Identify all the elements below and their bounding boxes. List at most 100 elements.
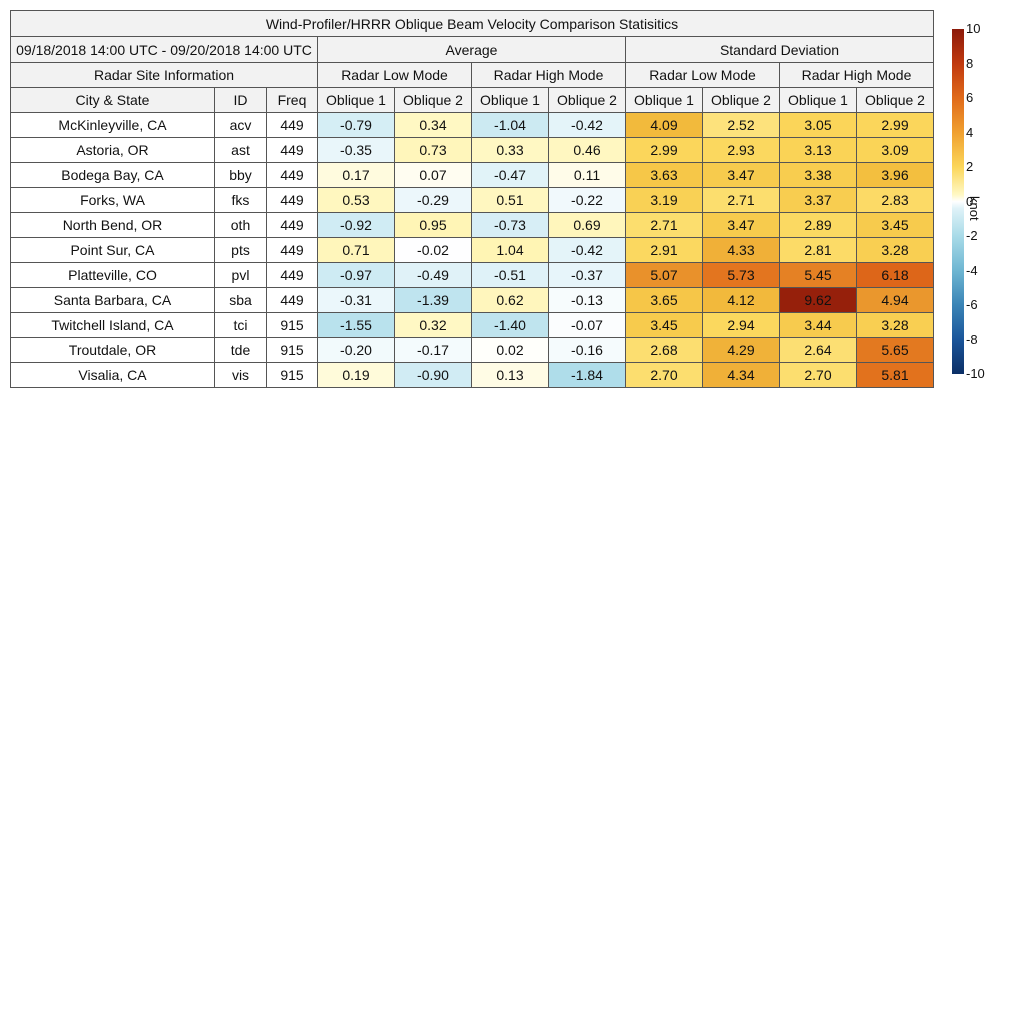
- value-cell-avg-low-oblique-2: -0.17: [394, 337, 472, 363]
- colorbar-tick-label: -8: [966, 331, 978, 347]
- site-id-cell: pts: [214, 237, 267, 263]
- value-cell-std-low-oblique-1: 5.07: [625, 262, 703, 288]
- value-cell-avg-low-oblique-2: -0.29: [394, 187, 472, 213]
- column-header-id: ID: [214, 87, 267, 113]
- colorbar: [952, 29, 964, 374]
- colorbar-unit-label: knot: [967, 196, 982, 221]
- value-cell-std-low-oblique-1: 2.71: [625, 212, 703, 238]
- table-row: Troutdale, OR tde 915 -0.20 -0.17 0.02 -0.16 2.…: [10, 337, 934, 363]
- radar-site-info-header: Radar Site Information: [10, 62, 318, 88]
- value-cell-std-high-oblique-1: 2.64: [779, 337, 857, 363]
- value-cell-std-low-oblique-2: 4.29: [702, 337, 780, 363]
- value-cell-avg-high-oblique-2: -1.84: [548, 362, 626, 388]
- value-cell-avg-low-oblique-2: -0.90: [394, 362, 472, 388]
- table-row: Forks, WA fks 449 0.53 -0.29 0.51 -0.22 3.19 2.7…: [10, 187, 934, 213]
- colorbar-tick-label: -4: [966, 262, 978, 278]
- value-cell-std-high-oblique-1: 2.70: [779, 362, 857, 388]
- value-cell-avg-low-oblique-1: -1.55: [317, 312, 395, 338]
- column-header-avg-low-oblique-2: Oblique 2: [394, 87, 472, 113]
- column-header-std-high-oblique-2: Oblique 2: [856, 87, 934, 113]
- value-cell-std-low-oblique-2: 4.33: [702, 237, 780, 263]
- value-cell-avg-low-oblique-2: -1.39: [394, 287, 472, 313]
- site-id-cell: sba: [214, 287, 267, 313]
- value-cell-std-high-oblique-2: 3.28: [856, 237, 934, 263]
- value-cell-std-low-oblique-1: 4.09: [625, 112, 703, 138]
- std-low-mode-header: Radar Low Mode: [625, 62, 780, 88]
- value-cell-std-high-oblique-2: 5.65: [856, 337, 934, 363]
- site-city-cell: Visalia, CA: [10, 362, 215, 388]
- column-header-city: City & State: [10, 87, 215, 113]
- value-cell-avg-low-oblique-2: -0.49: [394, 262, 472, 288]
- value-cell-std-low-oblique-1: 2.99: [625, 137, 703, 163]
- site-freq-cell: 449: [266, 212, 318, 238]
- value-cell-avg-low-oblique-1: -0.20: [317, 337, 395, 363]
- colorbar-tick-label: -6: [966, 297, 978, 312]
- average-header: Average: [317, 36, 626, 63]
- table-title: Wind-Profiler/HRRR Oblique Beam Velocity…: [10, 10, 934, 37]
- value-cell-std-low-oblique-2: 2.93: [702, 137, 780, 163]
- value-cell-std-low-oblique-2: 3.47: [702, 212, 780, 238]
- value-cell-std-high-oblique-1: 9.62: [779, 287, 857, 313]
- avg-low-mode-header: Radar Low Mode: [317, 62, 472, 88]
- site-id-cell: tde: [214, 337, 267, 363]
- value-cell-std-low-oblique-2: 5.73: [702, 262, 780, 288]
- colorbar-tick-label: 8: [966, 55, 974, 71]
- site-freq-cell: 449: [266, 187, 318, 213]
- table-row: Visalia, CA vis 915 0.19 -0.90 0.13 -1.84 2.70 4…: [10, 362, 934, 388]
- value-cell-std-high-oblique-2: 4.94: [856, 287, 934, 313]
- value-cell-std-low-oblique-1: 2.91: [625, 237, 703, 263]
- table-row: North Bend, OR oth 449 -0.92 0.95 -0.73 0.69 2.…: [10, 212, 934, 238]
- std-high-mode-header: Radar High Mode: [779, 62, 934, 88]
- table-row: Astoria, OR ast 449 -0.35 0.73 0.33 0.46 2.99 2.…: [10, 137, 934, 163]
- value-cell-avg-low-oblique-1: 0.17: [317, 162, 395, 188]
- site-freq-cell: 449: [266, 137, 318, 163]
- value-cell-std-high-oblique-2: 3.28: [856, 312, 934, 338]
- column-header-std-low-oblique-1: Oblique 1: [625, 87, 703, 113]
- value-cell-std-low-oblique-1: 3.45: [625, 312, 703, 338]
- value-cell-avg-high-oblique-2: -0.16: [548, 337, 626, 363]
- value-cell-avg-high-oblique-2: 0.46: [548, 137, 626, 163]
- value-cell-avg-high-oblique-2: -0.42: [548, 112, 626, 138]
- value-cell-std-low-oblique-2: 2.71: [702, 187, 780, 213]
- value-cell-avg-low-oblique-2: 0.95: [394, 212, 472, 238]
- value-cell-avg-low-oblique-1: -0.92: [317, 212, 395, 238]
- column-header-avg-low-oblique-1: Oblique 1: [317, 87, 395, 113]
- value-cell-avg-high-oblique-1: -1.40: [471, 312, 549, 338]
- value-cell-avg-low-oblique-1: -0.35: [317, 137, 395, 163]
- colorbar-tick-label: -10: [966, 366, 985, 381]
- table-row: Santa Barbara, CA sba 449 -0.31 -1.39 0.62 -0.…: [10, 287, 934, 313]
- value-cell-avg-low-oblique-1: -0.97: [317, 262, 395, 288]
- site-freq-cell: 449: [266, 112, 318, 138]
- site-city-cell: Point Sur, CA: [10, 237, 215, 263]
- value-cell-std-high-oblique-1: 2.89: [779, 212, 857, 238]
- value-cell-std-high-oblique-1: 3.05: [779, 112, 857, 138]
- value-cell-std-high-oblique-1: 5.45: [779, 262, 857, 288]
- value-cell-std-low-oblique-1: 3.65: [625, 287, 703, 313]
- site-freq-cell: 449: [266, 237, 318, 263]
- site-id-cell: bby: [214, 162, 267, 188]
- column-header-std-high-oblique-1: Oblique 1: [779, 87, 857, 113]
- table-row: Point Sur, CA pts 449 0.71 -0.02 1.04 -0.42 2.9…: [10, 237, 934, 263]
- site-id-cell: tci: [214, 312, 267, 338]
- value-cell-avg-low-oblique-2: 0.34: [394, 112, 472, 138]
- site-freq-cell: 449: [266, 262, 318, 288]
- value-cell-std-high-oblique-2: 5.81: [856, 362, 934, 388]
- value-cell-avg-high-oblique-1: 0.62: [471, 287, 549, 313]
- site-id-cell: vis: [214, 362, 267, 388]
- site-freq-cell: 915: [266, 312, 318, 338]
- site-freq-cell: 449: [266, 287, 318, 313]
- statistics-table-container: Wind-Profiler/HRRR Oblique Beam Velocity…: [10, 10, 934, 388]
- date-range: 09/18/2018 14:00 UTC - 09/20/2018 14:00 …: [10, 36, 318, 63]
- value-cell-avg-high-oblique-1: -0.47: [471, 162, 549, 188]
- value-cell-std-high-oblique-1: 3.37: [779, 187, 857, 213]
- table-row: Platteville, CO pvl 449 -0.97 -0.49 -0.51 -0.3…: [10, 262, 934, 288]
- value-cell-avg-low-oblique-1: 0.19: [317, 362, 395, 388]
- value-cell-avg-high-oblique-2: 0.11: [548, 162, 626, 188]
- value-cell-avg-high-oblique-2: -0.13: [548, 287, 626, 313]
- site-id-cell: oth: [214, 212, 267, 238]
- site-id-cell: fks: [214, 187, 267, 213]
- value-cell-std-low-oblique-2: 2.52: [702, 112, 780, 138]
- site-freq-cell: 915: [266, 362, 318, 388]
- site-city-cell: Twitchell Island, CA: [10, 312, 215, 338]
- colorbar-tick-label: 2: [966, 159, 974, 174]
